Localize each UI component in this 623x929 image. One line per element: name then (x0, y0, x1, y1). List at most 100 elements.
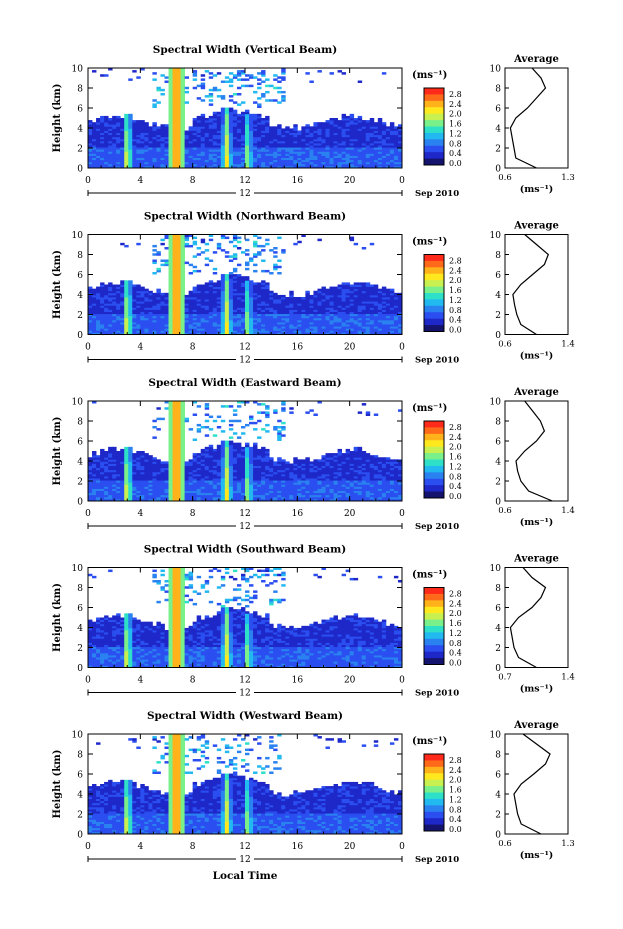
heatmap-cell (220, 126, 226, 129)
heatmap-cell (88, 476, 93, 479)
heatmap-cell (265, 130, 270, 133)
heatmap-cell (124, 299, 129, 302)
heatmap-cell (176, 421, 181, 425)
heatmap-cell (88, 311, 93, 315)
heatmap-cell (341, 315, 347, 319)
heatmap-cell (289, 153, 294, 156)
heatmap-cell (180, 151, 186, 154)
heatmap-cell (277, 163, 282, 167)
heatmap-cell (381, 319, 387, 323)
heatmap-cell (377, 130, 383, 133)
heatmap-cell (128, 324, 133, 327)
heatmap-cell (152, 151, 157, 154)
heatmap-cell (212, 140, 218, 144)
heatmap-cell (116, 288, 121, 292)
heatmap-cell (261, 313, 266, 317)
heatmap-cell (168, 257, 173, 260)
heatmap-cell (333, 301, 338, 304)
heatmap-cell (381, 330, 387, 333)
heatmap-cell (204, 282, 210, 285)
heatmap-cell (188, 294, 194, 298)
heatmap-cell (96, 301, 101, 304)
heatmap-cell (132, 130, 137, 133)
heatmap-cell (180, 319, 186, 323)
heatmap-cell (357, 297, 363, 300)
heatmap-cell (96, 494, 101, 498)
heatmap-cell (172, 403, 177, 406)
heatmap-cell (361, 147, 367, 150)
heatmap-cell (168, 265, 173, 269)
heatmap-cell (281, 328, 286, 331)
heatmap-cell (120, 288, 125, 292)
heatmap-cell (152, 461, 157, 464)
heatmap-cell (200, 322, 206, 325)
heatmap-cell (124, 149, 129, 152)
heatmap-cell (124, 134, 129, 138)
heatmap-cell (325, 290, 330, 294)
heatmap-cell (200, 294, 206, 298)
heatmap-cell (345, 301, 351, 304)
heatmap-cell (236, 124, 242, 127)
heatmap-cell (273, 309, 278, 312)
heatmap-cell (96, 455, 101, 458)
heatmap-cell (144, 488, 149, 491)
heatmap-cell (176, 311, 181, 315)
heatmap-cell (253, 301, 258, 304)
heatmap-cell (220, 292, 226, 296)
heatmap-cell (120, 128, 125, 131)
heatmap-cell (273, 147, 278, 150)
heatmap-cell (329, 319, 334, 323)
heatmap-cell (124, 140, 129, 144)
heatmap-cell (108, 453, 113, 456)
heatmap-cell (317, 332, 322, 335)
heatmap-cell (293, 136, 298, 140)
heatmap-cell (261, 319, 266, 323)
heatmap-cell (168, 74, 173, 77)
heatmap-cell (172, 109, 177, 113)
heatmap-cell (204, 263, 210, 267)
heatmap-cell (100, 299, 105, 302)
heatmap-cell (212, 303, 218, 306)
heatmap-cell (325, 288, 330, 292)
heatmap-cell (88, 469, 93, 473)
heatmap-cell (88, 122, 93, 125)
heatmap-cell (168, 478, 173, 481)
heatmap-cell (112, 149, 117, 152)
heatmap-cell (337, 124, 343, 127)
heatmap-cell (88, 165, 93, 169)
heatmap-cell (196, 332, 202, 335)
heatmap-cell (188, 130, 194, 133)
heatmap-cell (301, 157, 306, 161)
heatmap-cell (120, 478, 125, 481)
heatmap-cell (164, 161, 169, 165)
heatmap-cell (325, 303, 330, 306)
heatmap-cell (156, 163, 161, 167)
heatmap-cell (208, 103, 214, 106)
heatmap-cell (277, 299, 282, 302)
heatmap-cell (333, 328, 338, 331)
heatmap-cell (172, 107, 177, 111)
heatmap-cell (317, 326, 322, 329)
heatmap-cell (329, 313, 334, 317)
heatmap-cell (144, 459, 149, 462)
heatmap-cell (88, 332, 93, 335)
heatmap-cell (188, 155, 194, 158)
heatmap-cell (353, 153, 359, 156)
heatmap-cell (220, 282, 226, 285)
heatmap-cell (160, 467, 165, 471)
heatmap-cell (100, 128, 105, 131)
heatmap-cell (88, 161, 93, 165)
heatmap-cell (289, 307, 294, 310)
heatmap-cell (104, 305, 109, 308)
heatmap-cell (112, 459, 117, 462)
heatmap-cell (180, 140, 186, 144)
heatmap-cell (152, 309, 157, 312)
heatmap-cell (345, 124, 351, 127)
heatmap-cell (261, 118, 266, 121)
heatmap-cell (148, 163, 153, 167)
heatmap-cell (261, 288, 266, 292)
heatmap-cell (317, 324, 322, 327)
heatmap-cell (144, 463, 149, 466)
heatmap-cell (369, 294, 375, 298)
heatmap-cell (112, 303, 117, 306)
